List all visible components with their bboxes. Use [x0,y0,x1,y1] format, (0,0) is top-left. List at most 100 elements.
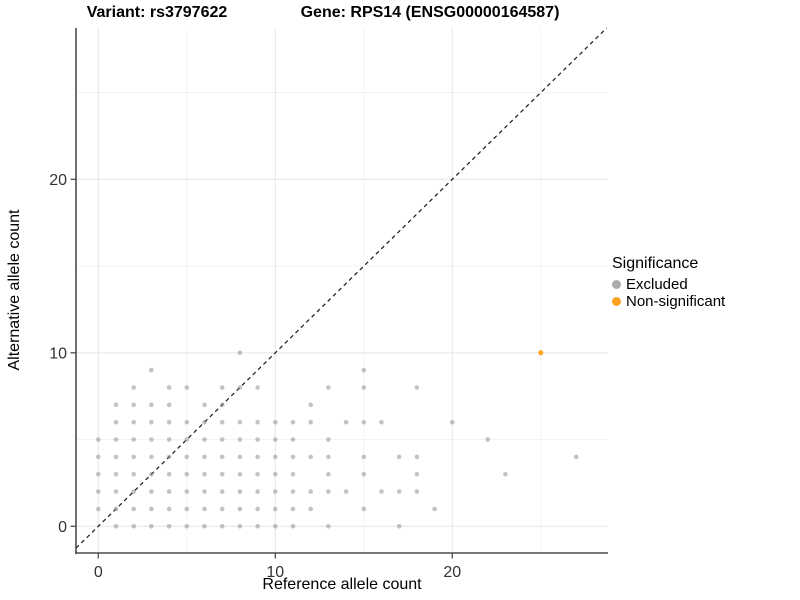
data-point-excluded [326,471,331,477]
data-point-excluded [166,506,172,512]
data-point-excluded [149,524,154,529]
data-point-excluded [113,419,119,425]
data-point-excluded [361,367,367,373]
data-point-excluded [166,385,172,390]
data-point-excluded [96,454,101,460]
y-tick-label: 20 [49,172,67,189]
data-point-excluded [343,489,349,494]
data-point-excluded [255,419,260,425]
data-point-non-significant [538,350,544,356]
data-point-excluded [202,506,207,512]
data-point-excluded [149,402,154,408]
data-point-excluded [202,471,207,477]
data-point-excluded [166,419,172,425]
legend-item-excluded: Excluded [612,276,725,293]
data-point-excluded [113,506,119,512]
data-point-excluded [290,419,296,425]
data-point-excluded [184,419,190,425]
data-point-excluded [503,471,508,477]
plot-title-gene: Gene: RPS14 (ENSG00000164587) [300,4,560,21]
non-significant-dot-icon [612,297,621,306]
data-point-excluded [219,524,225,529]
data-point-excluded [273,471,278,477]
data-point-excluded [573,454,579,460]
data-point-excluded [219,506,225,512]
data-point-excluded [149,506,154,512]
data-point-excluded [255,506,260,512]
data-point-excluded [414,454,420,460]
data-point-excluded [166,454,172,460]
data-point-excluded [396,524,402,529]
data-point-excluded [184,385,190,390]
data-point-excluded [326,437,331,442]
legend-item-label: Excluded [626,276,688,293]
data-point-excluded [149,367,154,373]
data-point-excluded [273,437,278,442]
data-point-excluded [237,471,243,477]
data-point-excluded [361,506,367,512]
data-point-excluded [131,489,136,494]
x-tick-label: 0 [94,564,103,581]
data-point-excluded [184,524,190,529]
data-point-excluded [237,419,243,425]
data-point-excluded [219,437,225,442]
y-tick-label: 10 [49,345,67,362]
data-point-excluded [219,385,225,390]
data-point-excluded [96,471,101,477]
legend-title: Significance [612,255,699,272]
data-point-excluded [149,454,154,460]
plot-title-variant: Variant: rs3797622 [86,4,228,21]
data-point-excluded [255,385,260,390]
data-point-excluded [237,506,243,512]
data-point-excluded [379,489,384,494]
data-point-excluded [166,402,172,408]
data-point-excluded [396,489,402,494]
data-point-excluded [202,437,207,442]
data-point-excluded [308,454,314,460]
data-point-excluded [96,437,101,442]
data-point-excluded [485,437,491,442]
data-point-excluded [131,454,136,460]
data-point-excluded [308,506,314,512]
y-axis-title: Alternative allele count [6,209,23,371]
data-point-excluded [237,524,243,529]
data-point-excluded [113,524,119,529]
data-point-excluded [326,489,331,494]
data-point-excluded [326,385,331,390]
data-point-excluded [237,437,243,442]
x-axis-title: Reference allele count [262,576,422,593]
data-point-excluded [184,471,190,477]
data-point-excluded [414,489,420,494]
data-point-excluded [149,437,154,442]
data-point-excluded [255,471,260,477]
data-point-excluded [131,506,136,512]
data-point-excluded [113,437,119,442]
data-point-excluded [237,385,243,390]
data-point-excluded [237,454,243,460]
data-point-excluded [184,454,190,460]
data-point-excluded [166,524,172,529]
data-point-excluded [131,385,136,390]
data-point-excluded [414,385,420,390]
data-point-excluded [273,454,278,460]
data-point-excluded [361,454,367,460]
data-point-excluded [166,437,172,442]
legend: Significance Excluded Non-significant [612,255,725,310]
data-point-excluded [361,471,367,477]
data-point-excluded [96,489,101,494]
data-point-excluded [326,524,331,529]
data-point-excluded [273,506,278,512]
data-point-excluded [361,385,367,390]
data-point-excluded [290,506,296,512]
legend-item-non-significant: Non-significant [612,293,725,310]
data-point-excluded [290,489,296,494]
data-point-excluded [255,437,260,442]
data-point-excluded [96,506,101,512]
data-point-excluded [450,419,455,425]
data-point-excluded [379,419,384,425]
data-point-excluded [219,402,225,408]
data-point-excluded [396,454,402,460]
y-tick-label: 0 [58,519,67,536]
data-point-excluded [149,489,154,494]
